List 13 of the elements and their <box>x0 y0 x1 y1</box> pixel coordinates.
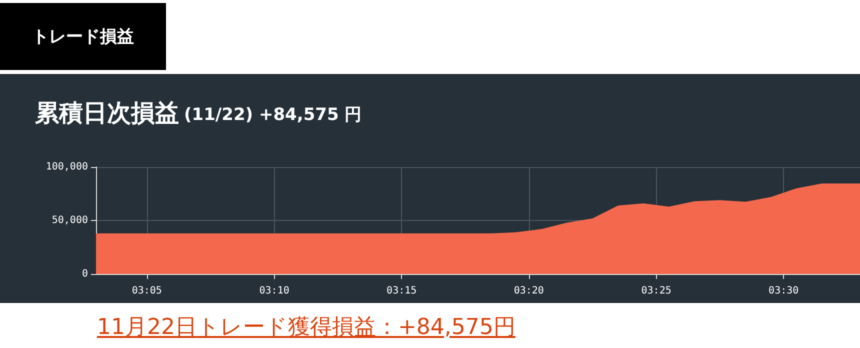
x-tick-label: 03:15 <box>386 286 417 296</box>
y-tick-label: 0 <box>82 268 88 280</box>
x-tick-label: 03:30 <box>768 286 799 296</box>
chart-subtitle: (11/22) +84,575 円 <box>184 105 362 125</box>
text: トレード損益 <box>0 3 166 70</box>
x-tick-label: 03:05 <box>132 286 162 296</box>
chart-title: 累積日次損益 <box>34 99 179 127</box>
x-tick-label: 03:25 <box>641 286 672 296</box>
y-tick-label: 50,000 <box>52 215 88 226</box>
text: 11月22日トレード獲得損益：+84,575円 <box>97 314 516 342</box>
x-tick-label: 03:10 <box>259 286 290 296</box>
y-tick-label: 100,000 <box>46 162 88 172</box>
x-tick-label: 03:20 <box>514 286 544 296</box>
